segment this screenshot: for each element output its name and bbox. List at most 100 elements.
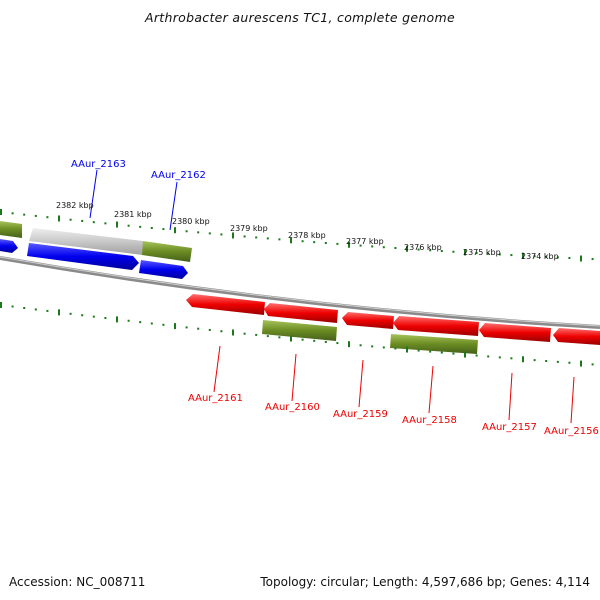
minor-tick <box>510 254 513 257</box>
major-tick <box>116 221 118 228</box>
minor-tick <box>208 232 211 235</box>
gene-arrow-forward <box>0 239 18 253</box>
minor-tick <box>394 247 397 250</box>
scale-label: 2380 kbp <box>172 217 210 226</box>
minor-tick <box>382 246 385 249</box>
minor-tick <box>81 314 84 317</box>
gene-arrow-reverse <box>393 316 479 336</box>
minor-tick <box>46 309 49 312</box>
minor-tick <box>498 356 501 359</box>
scale-ticks-outer <box>0 209 594 262</box>
minor-tick <box>556 360 559 363</box>
major-tick <box>348 241 350 248</box>
major-tick <box>580 360 582 367</box>
minor-tick <box>487 252 490 255</box>
minor-tick <box>92 315 95 318</box>
minor-tick <box>545 360 548 363</box>
minor-tick <box>545 255 548 258</box>
gene-label-aaur-2163: AAur_2163 <box>71 159 126 170</box>
minor-tick <box>34 214 37 217</box>
gene-arrow-reverse <box>264 303 338 323</box>
minor-tick <box>220 330 223 333</box>
gene-leader-line <box>213 345 221 393</box>
minor-tick <box>429 249 432 252</box>
minor-tick <box>92 221 95 224</box>
minor-tick <box>568 361 571 364</box>
major-tick <box>464 249 466 256</box>
scale-label: 2382 kbp <box>56 201 94 210</box>
minor-tick <box>452 250 455 253</box>
minor-tick <box>185 230 188 233</box>
minor-tick <box>162 323 165 326</box>
major-tick <box>522 356 524 363</box>
genome-summary: Topology: circular; Length: 4,597,686 bp… <box>260 575 590 589</box>
gene-arrow-reverse <box>479 323 551 342</box>
minor-tick <box>243 235 246 238</box>
minor-tick <box>69 312 72 315</box>
scale-label: 2374 kbp <box>521 252 559 261</box>
map-title: Arthrobacter aurescens TC1, complete gen… <box>145 10 455 25</box>
minor-tick <box>371 245 374 248</box>
minor-tick <box>139 225 142 228</box>
minor-tick <box>533 359 536 362</box>
minor-tick <box>394 347 397 350</box>
feature-bar <box>390 334 478 354</box>
gene-leader-line <box>89 169 98 219</box>
minor-tick <box>324 340 327 343</box>
gene-arrow-reverse <box>186 294 265 315</box>
minor-tick <box>498 253 501 256</box>
minor-tick <box>127 224 130 227</box>
major-tick <box>406 245 408 252</box>
major-tick <box>232 329 234 336</box>
minor-tick <box>417 248 420 251</box>
minor-tick <box>301 240 304 243</box>
minor-tick <box>69 218 72 221</box>
minor-tick <box>336 242 339 245</box>
minor-tick <box>591 363 594 366</box>
minor-tick <box>475 354 478 357</box>
minor-tick <box>127 319 130 322</box>
minor-tick <box>278 238 281 241</box>
minor-tick <box>104 222 107 225</box>
scale-label: 2378 kbp <box>288 231 326 240</box>
major-tick <box>580 255 582 262</box>
minor-tick <box>11 305 14 308</box>
gene-leader-line <box>428 365 434 414</box>
scale-label: 2377 kbp <box>346 237 384 246</box>
minor-tick <box>510 357 513 360</box>
scale-labels: 2382 kbp 2381 kbp 2380 kbp 2379 kbp 2378… <box>56 201 559 261</box>
minor-tick <box>359 244 362 247</box>
minor-tick <box>46 216 49 219</box>
gene-label-aaur-2159: AAur_2159 <box>333 409 388 420</box>
gene-arrow-forward <box>139 260 188 279</box>
minor-tick <box>104 317 107 320</box>
scale-label: 2379 kbp <box>230 224 268 233</box>
scale-label: 2375 kbp <box>463 248 501 257</box>
minor-tick <box>591 258 594 261</box>
minor-tick <box>278 336 281 339</box>
minor-tick <box>359 344 362 347</box>
gene-arrow-reverse <box>553 328 600 345</box>
minor-tick <box>371 345 374 348</box>
feature-bar <box>262 320 337 341</box>
gene-leader-line <box>508 372 513 421</box>
minor-tick <box>197 327 200 330</box>
gene-leader-line <box>358 359 364 408</box>
minor-tick <box>382 346 385 349</box>
minor-tick <box>150 226 153 229</box>
major-tick <box>522 252 524 259</box>
minor-tick <box>266 335 269 338</box>
gene-arrow-forward <box>27 243 139 270</box>
major-tick <box>0 302 2 308</box>
scale-ticks-inner <box>0 302 594 367</box>
minor-tick <box>197 231 200 234</box>
major-tick <box>406 346 408 353</box>
minor-tick <box>533 255 536 258</box>
accession-info: Accession: NC_008711 <box>9 575 146 589</box>
major-tick <box>58 215 60 222</box>
major-tick <box>174 323 176 330</box>
major-tick <box>290 335 292 342</box>
minor-tick <box>487 355 490 358</box>
minor-tick <box>568 256 571 259</box>
